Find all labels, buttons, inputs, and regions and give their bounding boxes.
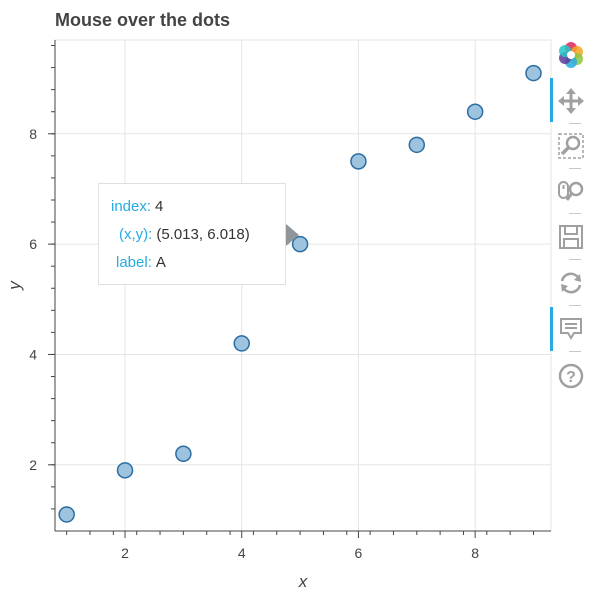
data-point[interactable] (525, 64, 542, 82)
tooltip-key-index: index: (111, 198, 152, 215)
tooltip-value-xy: (5.013, 6.018) (156, 226, 250, 243)
data-point[interactable] (58, 506, 75, 523)
pan-active-indicator (550, 78, 553, 122)
y-tick-label: 4 (29, 346, 37, 362)
toolbar-separator (569, 305, 581, 306)
data-point[interactable] (350, 153, 367, 170)
x-tick-label: 2 (121, 545, 129, 561)
data-point[interactable] (233, 335, 250, 352)
toolbar-separator (569, 213, 581, 214)
x-tick-label: 4 (238, 545, 246, 561)
y-tick-label: 6 (29, 236, 37, 252)
help-icon[interactable]: ? (556, 361, 586, 391)
tooltip-key-xy: (x,y): (119, 226, 153, 243)
toolbar-separator (569, 123, 581, 124)
tooltip-row-xy: (x,y): (5.013, 6.018) (119, 225, 250, 245)
svg-text:?: ? (566, 369, 576, 386)
pan-icon[interactable] (556, 86, 586, 116)
x-axis-label: x (298, 572, 308, 591)
bokeh-logo[interactable] (556, 40, 586, 70)
hover-icon[interactable] (556, 314, 586, 344)
data-point[interactable] (116, 462, 134, 479)
toolbar-separator (569, 259, 581, 260)
hover-tooltip: index: 4 (x,y): (5.013, 6.018) label: A (98, 183, 286, 285)
tooltip-value-index: 4 (155, 198, 164, 215)
y-tick-label: 8 (29, 126, 37, 142)
data-point[interactable] (408, 136, 426, 154)
x-tick-label: 8 (471, 545, 479, 561)
toolbar-separator (569, 351, 581, 352)
tooltip-value-label: A (155, 254, 166, 271)
y-axis-label: y (5, 280, 24, 291)
hover-active-indicator (550, 307, 553, 351)
chart-title: Mouse over the dots (55, 10, 231, 30)
tooltip-key-label: label: (116, 254, 152, 271)
reset-icon[interactable] (556, 268, 586, 298)
data-point[interactable] (466, 103, 484, 120)
tooltip-pointer (286, 224, 299, 246)
data-points[interactable] (58, 64, 542, 523)
wheel-zoom-icon[interactable] (556, 176, 586, 206)
y-tick-label: 2 (29, 457, 37, 473)
toolbar-separator (569, 168, 581, 169)
tooltip-row-label: label: A (116, 253, 166, 273)
box-zoom-icon[interactable] (556, 131, 586, 161)
data-point[interactable] (175, 445, 192, 463)
axes: 2 4 6 8 2 4 6 8 x y (5, 40, 551, 591)
save-icon[interactable] (556, 222, 586, 252)
grid-lines (54, 39, 552, 532)
x-tick-label: 6 (355, 545, 363, 561)
plot-toolbar: ? (548, 0, 595, 597)
tooltip-row-index: index: 4 (111, 197, 163, 217)
